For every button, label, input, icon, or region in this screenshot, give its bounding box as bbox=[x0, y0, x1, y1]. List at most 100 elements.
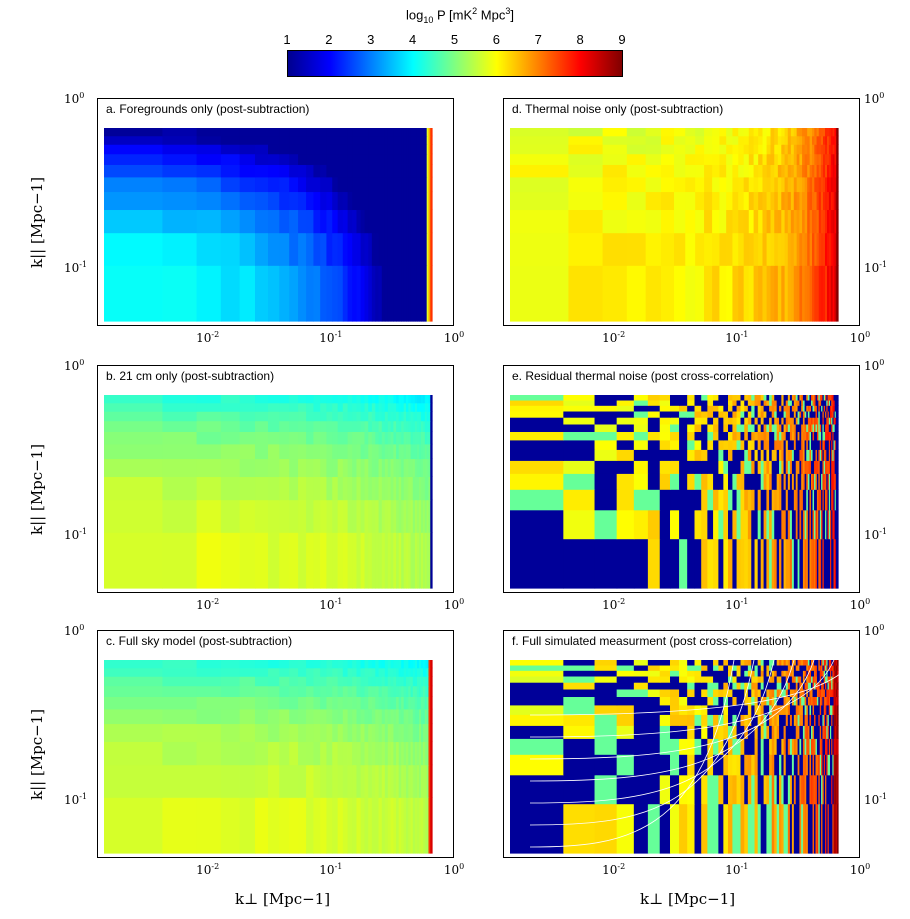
heatmap-cell bbox=[403, 232, 407, 266]
heatmap-cell bbox=[401, 676, 405, 687]
heatmap-cell bbox=[832, 417, 835, 425]
heatmap-cell bbox=[835, 803, 838, 854]
heatmap-cell bbox=[726, 209, 734, 234]
heatmap-cell bbox=[616, 431, 635, 441]
heatmap-cell bbox=[799, 664, 802, 671]
heatmap-cell bbox=[687, 460, 696, 474]
heatmap-cell bbox=[352, 476, 358, 501]
heatmap-cell bbox=[428, 797, 431, 854]
heatmap-cell bbox=[390, 443, 395, 460]
heatmap-cell bbox=[836, 664, 839, 671]
heatmap-cell bbox=[771, 423, 775, 433]
heatmap-cell bbox=[830, 410, 832, 418]
heatmap-cell bbox=[785, 714, 789, 726]
heatmap-cell bbox=[797, 431, 801, 441]
heatmap-cell bbox=[831, 704, 833, 715]
heatmap-cell bbox=[398, 660, 402, 669]
heatmap-cell bbox=[162, 708, 198, 725]
heatmap-cell bbox=[822, 660, 825, 666]
heatmap-cell bbox=[811, 423, 814, 433]
heatmap-cell bbox=[791, 509, 795, 540]
heatmap-cell bbox=[819, 489, 822, 511]
heatmap-cell bbox=[647, 399, 661, 406]
heatmap-cell bbox=[835, 439, 838, 450]
heatmap-cell bbox=[827, 704, 830, 715]
heatmap-cell bbox=[313, 532, 321, 589]
heatmap-cell bbox=[834, 696, 837, 706]
heatmap-cell bbox=[313, 402, 321, 412]
heatmap-cell bbox=[679, 489, 688, 511]
heatmap-cell bbox=[364, 764, 369, 798]
heatmap-cell bbox=[430, 708, 433, 725]
heatmap-cell bbox=[776, 399, 780, 406]
heatmap-cell bbox=[828, 439, 831, 450]
heatmap-cell bbox=[289, 708, 299, 725]
heatmap-cell bbox=[679, 417, 688, 425]
heatmap-cell bbox=[685, 164, 696, 178]
heatmap-cell bbox=[812, 682, 815, 690]
heatmap-cell bbox=[832, 538, 835, 589]
heatmap-cell bbox=[797, 399, 801, 406]
heatmap-cell bbox=[412, 443, 416, 460]
heatmap-cell bbox=[196, 443, 222, 460]
heatmap-cell bbox=[793, 660, 797, 666]
heatmap-cell bbox=[812, 439, 815, 450]
heatmap-cell bbox=[352, 797, 358, 854]
heatmap-cell bbox=[740, 431, 745, 441]
heatmap-cell bbox=[822, 405, 825, 412]
heatmap-cell bbox=[342, 395, 349, 404]
heatmap-cell bbox=[776, 670, 780, 677]
heatmap-cell bbox=[410, 135, 414, 145]
panel-title: a. Foregrounds only (post-subtraction) bbox=[104, 101, 312, 117]
heatmap-cell bbox=[809, 431, 812, 441]
heatmap-cell bbox=[832, 191, 836, 211]
heatmap-cell bbox=[412, 797, 416, 854]
heatmap-cell bbox=[298, 660, 307, 669]
heatmap-cell bbox=[393, 144, 397, 155]
heatmap-cell bbox=[836, 688, 839, 698]
heatmap-cell bbox=[633, 460, 649, 474]
heatmap-cell bbox=[747, 688, 752, 698]
heatmap-cell bbox=[791, 417, 795, 425]
heatmap-cell bbox=[825, 725, 827, 739]
heatmap-cell bbox=[419, 431, 422, 445]
heatmap-cell bbox=[430, 723, 433, 743]
heatmap-cell bbox=[510, 164, 570, 178]
heatmap-cell bbox=[835, 405, 838, 412]
heatmap-cell bbox=[220, 128, 241, 137]
heatmap-cell bbox=[510, 803, 564, 854]
heatmap-cell bbox=[239, 708, 256, 725]
heatmap-cell bbox=[827, 738, 830, 755]
heatmap-cell bbox=[368, 176, 373, 193]
heatmap-cell bbox=[162, 411, 198, 422]
heatmap-cell bbox=[396, 723, 400, 743]
heatmap-cell bbox=[791, 696, 795, 706]
heatmap-cell bbox=[828, 670, 831, 677]
heatmap-cell bbox=[326, 458, 333, 478]
heatmap-cell bbox=[387, 191, 392, 211]
heatmap-cell bbox=[783, 675, 787, 683]
heatmap-cell bbox=[695, 265, 705, 322]
heatmap-cell bbox=[313, 232, 321, 266]
heatmap-cell bbox=[789, 439, 793, 450]
heatmap-cell bbox=[831, 489, 833, 511]
heatmap-cell bbox=[815, 449, 818, 461]
heatmap-cell bbox=[510, 460, 564, 474]
heatmap-cell bbox=[789, 664, 793, 671]
heatmap-cell bbox=[819, 509, 822, 540]
heatmap-cell bbox=[674, 144, 686, 155]
heatmap-cell bbox=[239, 144, 256, 155]
heatmap-cell bbox=[401, 176, 405, 193]
heatmap-cell bbox=[381, 153, 386, 165]
heatmap-cell bbox=[633, 410, 649, 418]
heatmap-cell bbox=[802, 410, 806, 418]
heatmap-cell bbox=[268, 741, 280, 766]
heatmap-cell bbox=[616, 660, 635, 666]
heatmap-cell bbox=[836, 754, 839, 776]
heatmap-cell bbox=[412, 764, 416, 798]
heatmap-cell bbox=[781, 423, 785, 433]
heatmap-cell bbox=[757, 460, 762, 474]
heatmap-cell bbox=[347, 420, 353, 432]
heatmap-cell bbox=[633, 489, 649, 511]
heatmap-cell bbox=[685, 209, 696, 234]
